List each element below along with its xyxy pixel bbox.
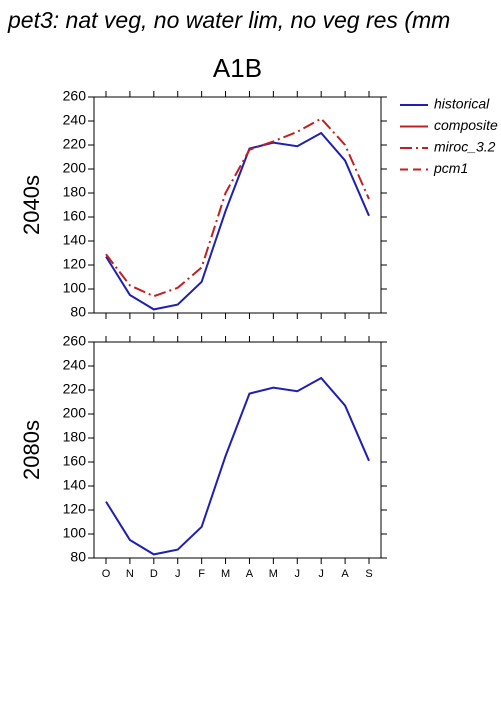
y-tick-label: 240 (63, 357, 87, 373)
data-line (105, 131, 370, 311)
y-tick-label: 100 (63, 525, 87, 541)
x-tick-label: M (221, 568, 230, 580)
data-line (105, 376, 370, 556)
y-tick-label: 140 (63, 477, 87, 493)
plot-frame (93, 96, 382, 314)
page-title: pet3: nat veg, no water lim, no veg res … (7, 7, 450, 33)
y-tick-label: 220 (63, 381, 87, 397)
plot-frame (93, 341, 382, 559)
x-tick-label: J (175, 568, 181, 580)
legend-label: historical (434, 96, 490, 112)
row-label: 2040s (19, 175, 44, 235)
y-tick-label: 260 (63, 333, 87, 349)
x-tick-label: A (246, 568, 254, 580)
x-tick-label: N (126, 568, 134, 580)
x-tick-label: A (341, 568, 349, 580)
y-tick-label: 220 (63, 136, 87, 152)
x-tick-label: J (318, 568, 324, 580)
x-tick-label: M (269, 568, 278, 580)
y-tick-label: 240 (63, 112, 87, 128)
y-tick-label: 80 (70, 304, 86, 320)
y-tick-label: 80 (70, 549, 86, 565)
panel-title: A1B (213, 53, 262, 83)
y-tick-label: 260 (63, 88, 87, 104)
legend-label: pcm1 (433, 160, 468, 176)
y-tick-label: 140 (63, 232, 87, 248)
x-tick-label: S (365, 568, 372, 580)
y-tick-label: 100 (63, 280, 87, 296)
legend-label: composite (434, 117, 498, 133)
x-tick-label: D (150, 568, 158, 580)
y-tick-label: 180 (63, 429, 87, 445)
x-tick-label: F (198, 568, 205, 580)
data-line (105, 117, 370, 298)
x-tick-label: O (102, 568, 111, 580)
y-tick-label: 120 (63, 501, 87, 517)
row-label: 2080s (19, 420, 44, 480)
y-tick-label: 200 (63, 405, 87, 421)
x-tick-label: J (295, 568, 301, 580)
y-tick-label: 160 (63, 453, 87, 469)
y-tick-label: 180 (63, 184, 87, 200)
y-tick-label: 120 (63, 256, 87, 272)
y-tick-label: 160 (63, 208, 87, 224)
y-tick-label: 200 (63, 160, 87, 176)
legend-label: miroc_3.2 (434, 139, 496, 155)
